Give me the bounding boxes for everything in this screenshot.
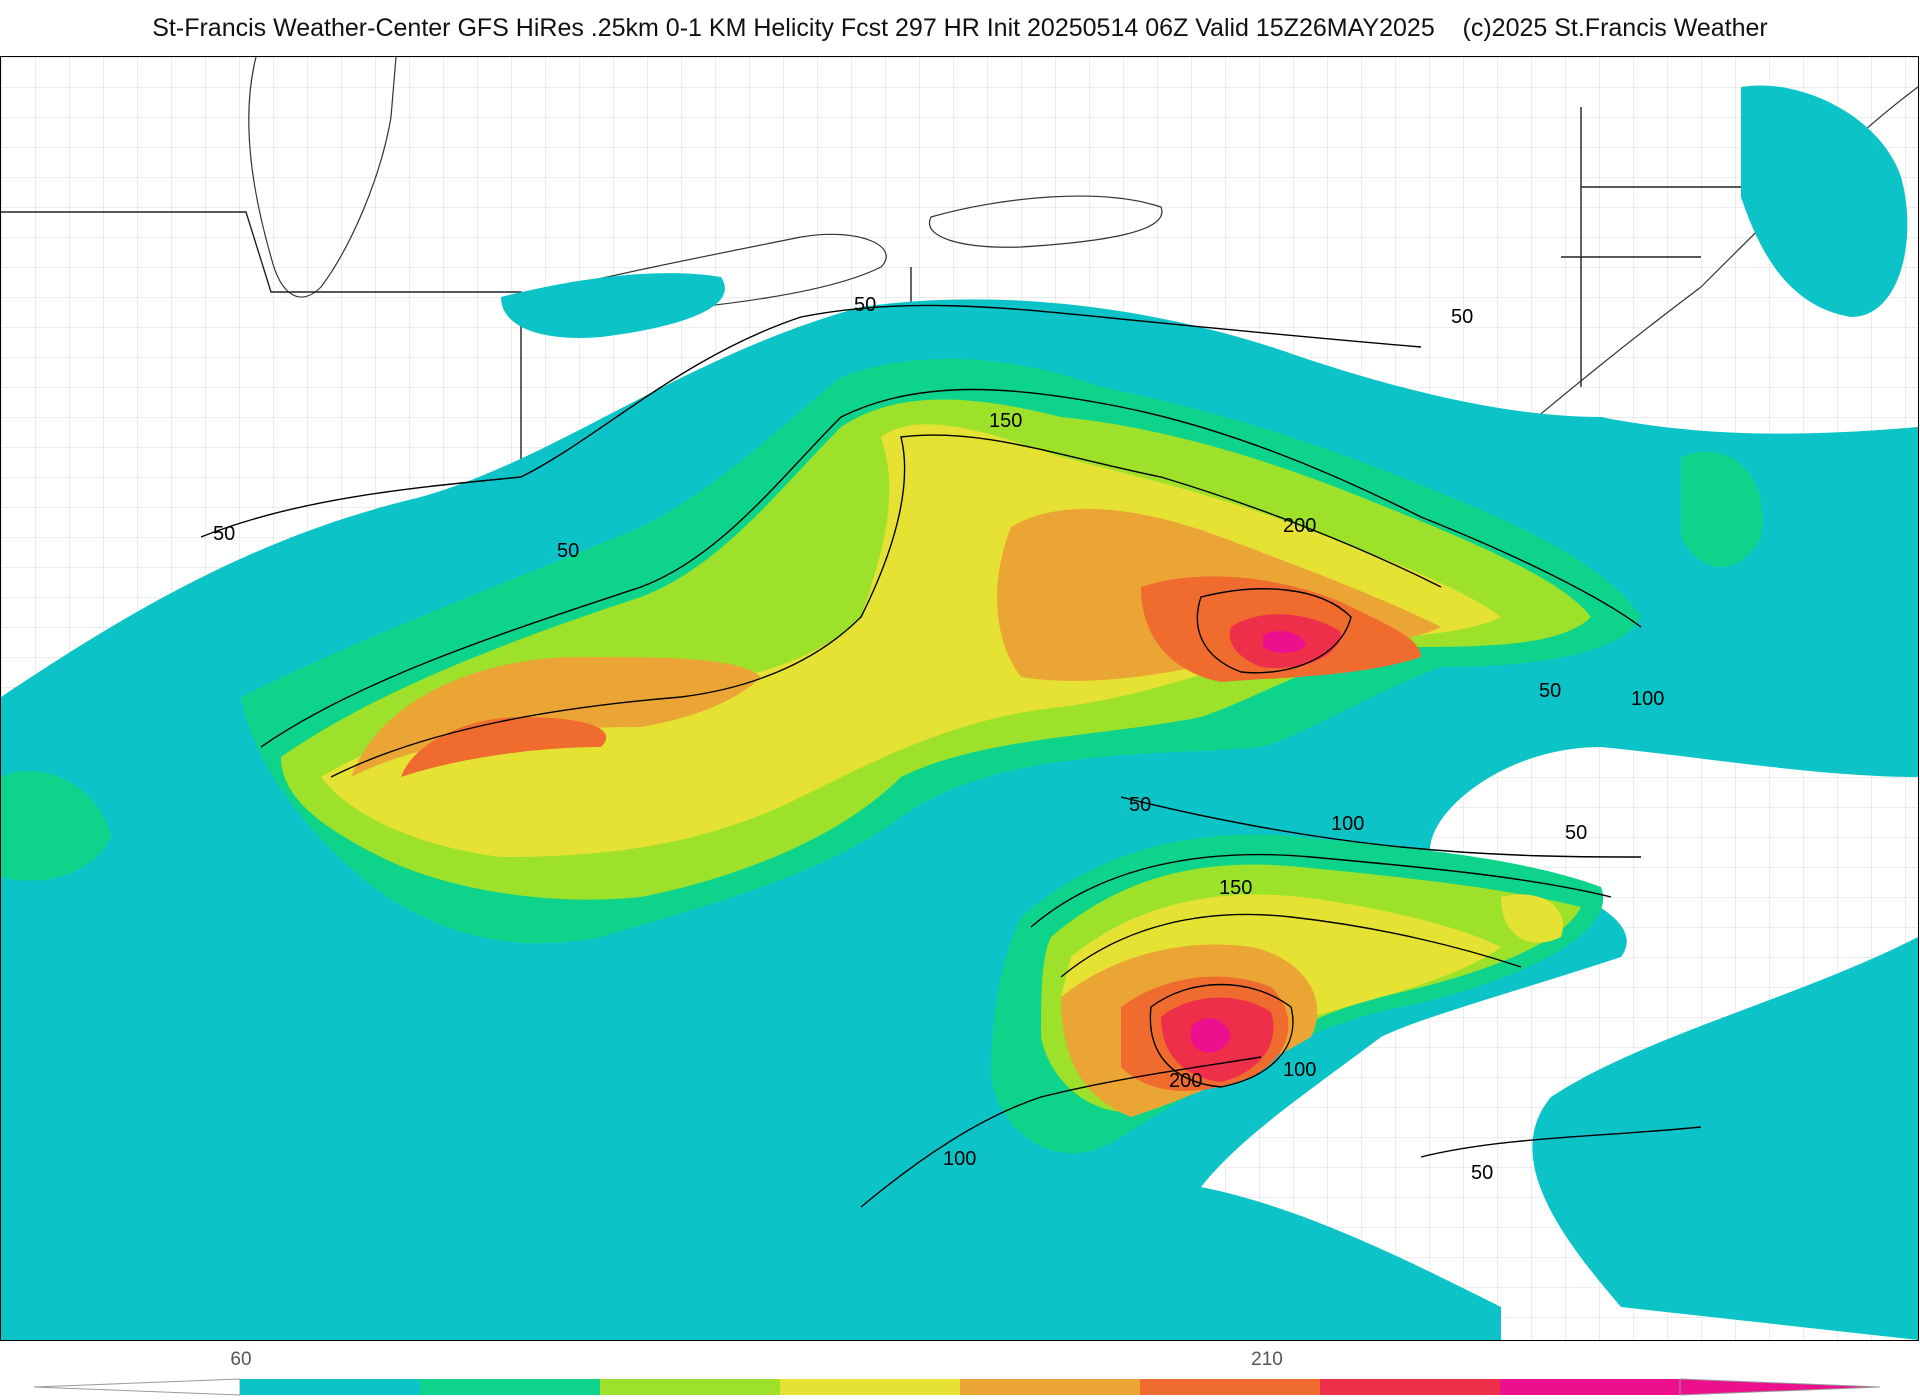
contour-label-50: 50 bbox=[557, 540, 579, 562]
contour-line bbox=[1149, 983, 1294, 1088]
helicity-band-60 bbox=[1532, 937, 1918, 1340]
map-panel[interactable]: 50 50 50 50 50 50 50 50 100 100 100 100 … bbox=[0, 56, 1919, 1341]
legend-tick-60: 60 bbox=[230, 1349, 252, 1370]
contour-line bbox=[330, 434, 1442, 778]
contour-line bbox=[1060, 913, 1522, 978]
copyright-text: (c)2025 St.Francis Weather bbox=[1462, 14, 1768, 42]
legend-bin-240 bbox=[1320, 1379, 1500, 1395]
legend-bin-270 bbox=[1500, 1379, 1680, 1395]
contour-label-50: 50 bbox=[213, 523, 235, 545]
contour-line bbox=[200, 304, 1422, 538]
helicity-map: 50 50 50 50 50 50 50 50 100 100 100 100 … bbox=[1, 57, 1918, 1340]
contour-line bbox=[1120, 796, 1642, 858]
contour-label-150: 150 bbox=[1219, 877, 1252, 899]
contour-labels: 50 50 50 50 50 50 50 50 100 100 100 100 … bbox=[213, 294, 1664, 1184]
contour-label-100: 100 bbox=[1283, 1059, 1316, 1081]
legend-bin-60 bbox=[240, 1379, 420, 1395]
helicity-band-180 bbox=[351, 657, 761, 777]
helicity-fill bbox=[1, 85, 1918, 1340]
legend-tick-210: 210 bbox=[1251, 1349, 1283, 1370]
legend-low-arrow bbox=[33, 1378, 241, 1396]
helicity-band-270 bbox=[1191, 1018, 1231, 1053]
map-title: St-Francis Weather-Center GFS HiRes .25k… bbox=[152, 14, 1768, 42]
legend-bin-120 bbox=[600, 1379, 780, 1395]
contour-label-100: 100 bbox=[1631, 688, 1664, 710]
helicity-band-60 bbox=[1741, 85, 1908, 317]
contour-line bbox=[1030, 853, 1612, 928]
contour-label-200: 200 bbox=[1283, 515, 1316, 537]
contour-label-50: 50 bbox=[854, 294, 876, 316]
contour-line bbox=[1420, 1126, 1702, 1158]
legend-bin-150 bbox=[780, 1379, 960, 1395]
contour-label-200: 200 bbox=[1169, 1070, 1202, 1092]
contour-label-50: 50 bbox=[1451, 306, 1473, 328]
lake-michigan bbox=[248, 57, 397, 298]
helicity-band-270 bbox=[1263, 631, 1306, 653]
legend-colorbar bbox=[33, 1378, 1881, 1396]
helicity-band-210 bbox=[401, 717, 607, 777]
contour-label-100: 100 bbox=[943, 1148, 976, 1170]
contour-label-50: 50 bbox=[1539, 680, 1561, 702]
contour-line bbox=[860, 1056, 1262, 1208]
state-border bbox=[1561, 107, 1761, 387]
contour-line bbox=[1196, 588, 1352, 674]
legend-bin-90 bbox=[420, 1379, 600, 1395]
helicity-band-60 bbox=[501, 273, 725, 338]
helicity-band-150 bbox=[1501, 894, 1563, 943]
contour-label-100: 100 bbox=[1331, 813, 1364, 835]
helicity-band-90 bbox=[1, 770, 111, 881]
helicity-contours bbox=[200, 304, 1702, 1208]
contour-line bbox=[260, 388, 1642, 748]
contour-label-150: 150 bbox=[989, 410, 1022, 432]
legend-bin-180 bbox=[960, 1379, 1140, 1395]
color-legend: 60 210 bbox=[0, 1341, 1920, 1400]
contour-label-50: 50 bbox=[1565, 822, 1587, 844]
contour-label-50: 50 bbox=[1471, 1162, 1493, 1184]
legend-high-arrow bbox=[1679, 1378, 1881, 1396]
contour-label-50: 50 bbox=[1129, 794, 1151, 816]
lake-ontario bbox=[928, 195, 1163, 248]
legend-bin-210 bbox=[1140, 1379, 1320, 1395]
helicity-band-90 bbox=[1681, 451, 1763, 567]
